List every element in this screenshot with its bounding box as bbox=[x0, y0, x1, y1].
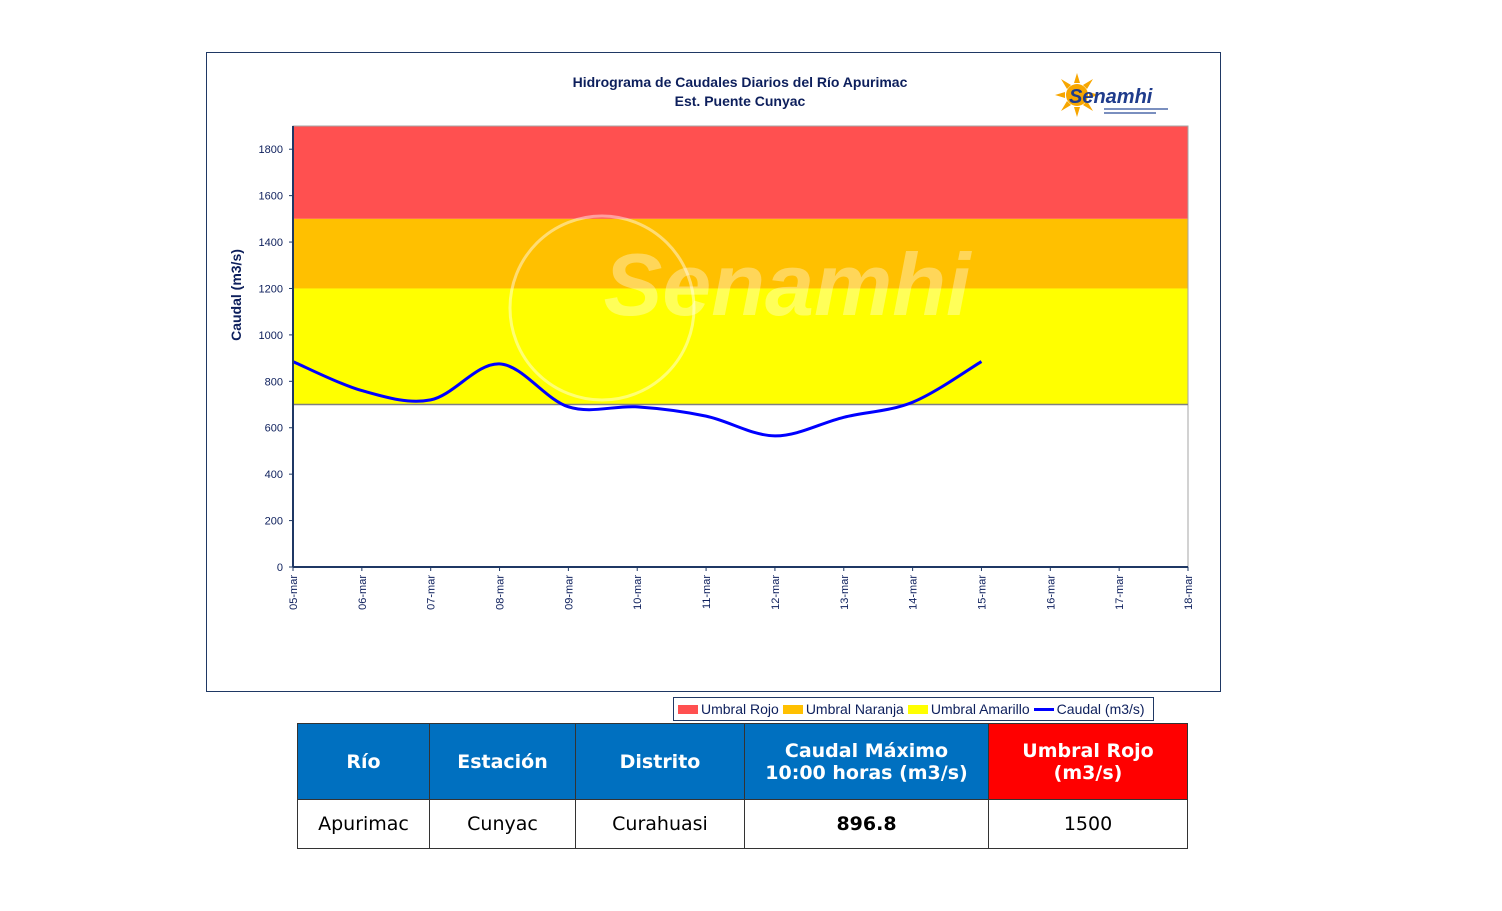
legend-item-series-0: Caudal (m3/s) bbox=[1033, 701, 1145, 717]
header-distrito: Distrito bbox=[575, 723, 745, 800]
header-rio: Río bbox=[297, 723, 430, 800]
header-estacion: Estación bbox=[429, 723, 576, 800]
y-tick-label: 1000 bbox=[259, 330, 283, 342]
x-tick-label: 15-mar bbox=[976, 575, 988, 610]
x-tick-label: 06-mar bbox=[357, 575, 369, 610]
y-tick-label: 1800 bbox=[259, 144, 283, 156]
y-tick-label: 800 bbox=[265, 376, 283, 388]
threshold-band-0 bbox=[293, 126, 1188, 219]
cell-estacion: Cunyac bbox=[429, 799, 576, 849]
table-header-row: Río Estación Distrito Caudal Máximo 10:0… bbox=[297, 723, 1188, 800]
cell-umbral-rojo: 1500 bbox=[988, 799, 1188, 849]
x-tick-label: 17-mar bbox=[1114, 575, 1126, 610]
watermark-text: Senamhi bbox=[604, 235, 972, 334]
legend-item-threshold-1: Umbral Naranja bbox=[782, 701, 904, 717]
summary-table: Río Estación Distrito Caudal Máximo 10:0… bbox=[297, 723, 1188, 849]
watermark-sun-icon bbox=[508, 214, 696, 402]
x-tick-label: 16-mar bbox=[1045, 575, 1057, 610]
plot-area bbox=[292, 125, 1189, 568]
y-axis-label: Caudal (m3/s) bbox=[228, 249, 244, 341]
legend-swatch bbox=[678, 704, 698, 714]
x-tick-label: 13-mar bbox=[839, 575, 851, 610]
legend-item-threshold-0: Umbral Rojo bbox=[678, 701, 779, 717]
x-tick-label: 14-mar bbox=[908, 575, 920, 610]
x-tick-label: 10-mar bbox=[632, 575, 644, 610]
y-tick-label: 200 bbox=[265, 516, 283, 528]
y-tick-label: 400 bbox=[265, 469, 283, 481]
chart-legend: Umbral Rojo Umbral Naranja Umbral Amarillo… bbox=[673, 697, 1154, 721]
y-tick-label: 1400 bbox=[259, 237, 283, 249]
chart-title: Hidrograma de Caudales Diarios del Río A… bbox=[573, 74, 908, 90]
y-tick-label: 600 bbox=[265, 423, 283, 435]
senamhi-logo: Senamhi bbox=[1055, 73, 1168, 117]
axes-layer: 0 200 400 600 800 1000 1200 1400 1600 1800 05-mar 0… bbox=[259, 126, 1195, 610]
x-tick-label: 09-mar bbox=[563, 575, 575, 610]
legend-label: Caudal (m3/s) bbox=[1056, 701, 1145, 717]
legend-swatch bbox=[1033, 707, 1054, 711]
y-tick-label: 1200 bbox=[259, 283, 283, 295]
header-caudal-maximo: Caudal Máximo 10:00 horas (m3/s) bbox=[744, 723, 989, 800]
x-tick-label: 07-mar bbox=[426, 575, 438, 610]
chart-subtitle: Est. Puente Cunyac bbox=[675, 93, 806, 109]
x-tick-label: 12-mar bbox=[770, 575, 782, 610]
header-umbral-rojo: Umbral Rojo (m3/s) bbox=[988, 723, 1188, 800]
cell-distrito: Curahuasi bbox=[575, 799, 745, 849]
table-row: Apurimac Cunyac Curahuasi 896.8 1500 bbox=[297, 799, 1188, 849]
senamhi-watermark: Senamhi bbox=[508, 214, 972, 402]
threshold-band-1 bbox=[293, 218, 1188, 289]
x-tick-label: 05-mar bbox=[288, 575, 300, 610]
legend-swatch bbox=[907, 704, 928, 714]
y-tick-label: 1600 bbox=[259, 191, 283, 203]
logo-text: Senamhi bbox=[1069, 86, 1153, 108]
sun-icon bbox=[1055, 73, 1099, 117]
x-tick-label: 08-mar bbox=[495, 575, 507, 610]
threshold-band-2 bbox=[293, 288, 1188, 405]
x-tick-label: 18-mar bbox=[1183, 575, 1195, 610]
legend-swatch bbox=[782, 704, 803, 714]
cell-rio: Apurimac bbox=[297, 799, 430, 849]
legend-item-threshold-2: Umbral Amarillo bbox=[907, 701, 1030, 717]
chart-frame: Hidrograma de Caudales Diarios del Río A… bbox=[206, 52, 1221, 721]
hydrograph-chart: Hidrograma de Caudales Diarios del Río A… bbox=[228, 73, 1195, 610]
y-tick-label: 0 bbox=[277, 562, 283, 574]
cell-caudal-maximo: 896.8 bbox=[744, 799, 989, 849]
x-tick-label: 11-mar bbox=[701, 575, 713, 609]
legend-label: Umbral Amarillo bbox=[930, 701, 1030, 717]
legend-label: Umbral Naranja bbox=[805, 701, 904, 717]
legend-label: Umbral Rojo bbox=[701, 701, 779, 717]
